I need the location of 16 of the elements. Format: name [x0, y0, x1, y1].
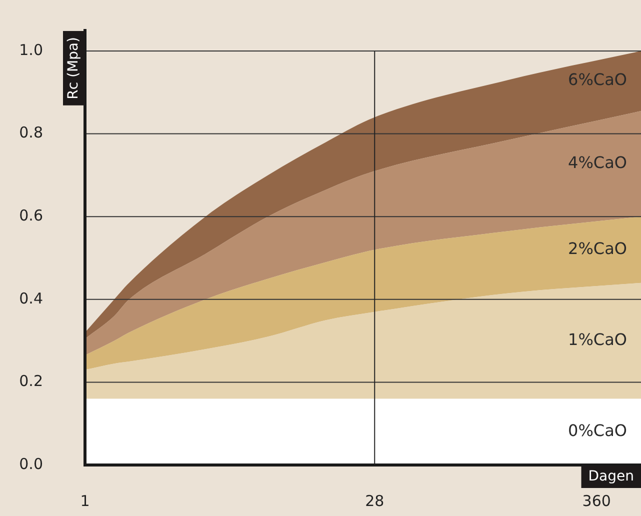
series-label: 1%CaO	[568, 330, 627, 349]
series-label: 2%CaO	[568, 238, 627, 258]
y-axis-title: Rc (Mpa)	[66, 37, 82, 100]
x-tick-label: 360	[582, 492, 611, 510]
y-tick-label: 1.0	[19, 40, 43, 59]
y-tick-label: 0.2	[19, 372, 43, 390]
y-tick-label: 0.0	[19, 454, 43, 473]
y-tick-label: 0.4	[19, 289, 43, 308]
y-tick-label: 0.6	[19, 206, 43, 224]
series-label: 6%CaO	[568, 70, 627, 90]
x-tick-label: 28	[365, 492, 384, 510]
series-label: 4%CaO	[568, 152, 627, 172]
series-label: 0%CaO	[568, 421, 627, 440]
y-tick-label: 0.8	[19, 124, 43, 142]
x-tick-label: 1	[80, 492, 90, 510]
x-axis-title: Dagen	[588, 468, 634, 485]
